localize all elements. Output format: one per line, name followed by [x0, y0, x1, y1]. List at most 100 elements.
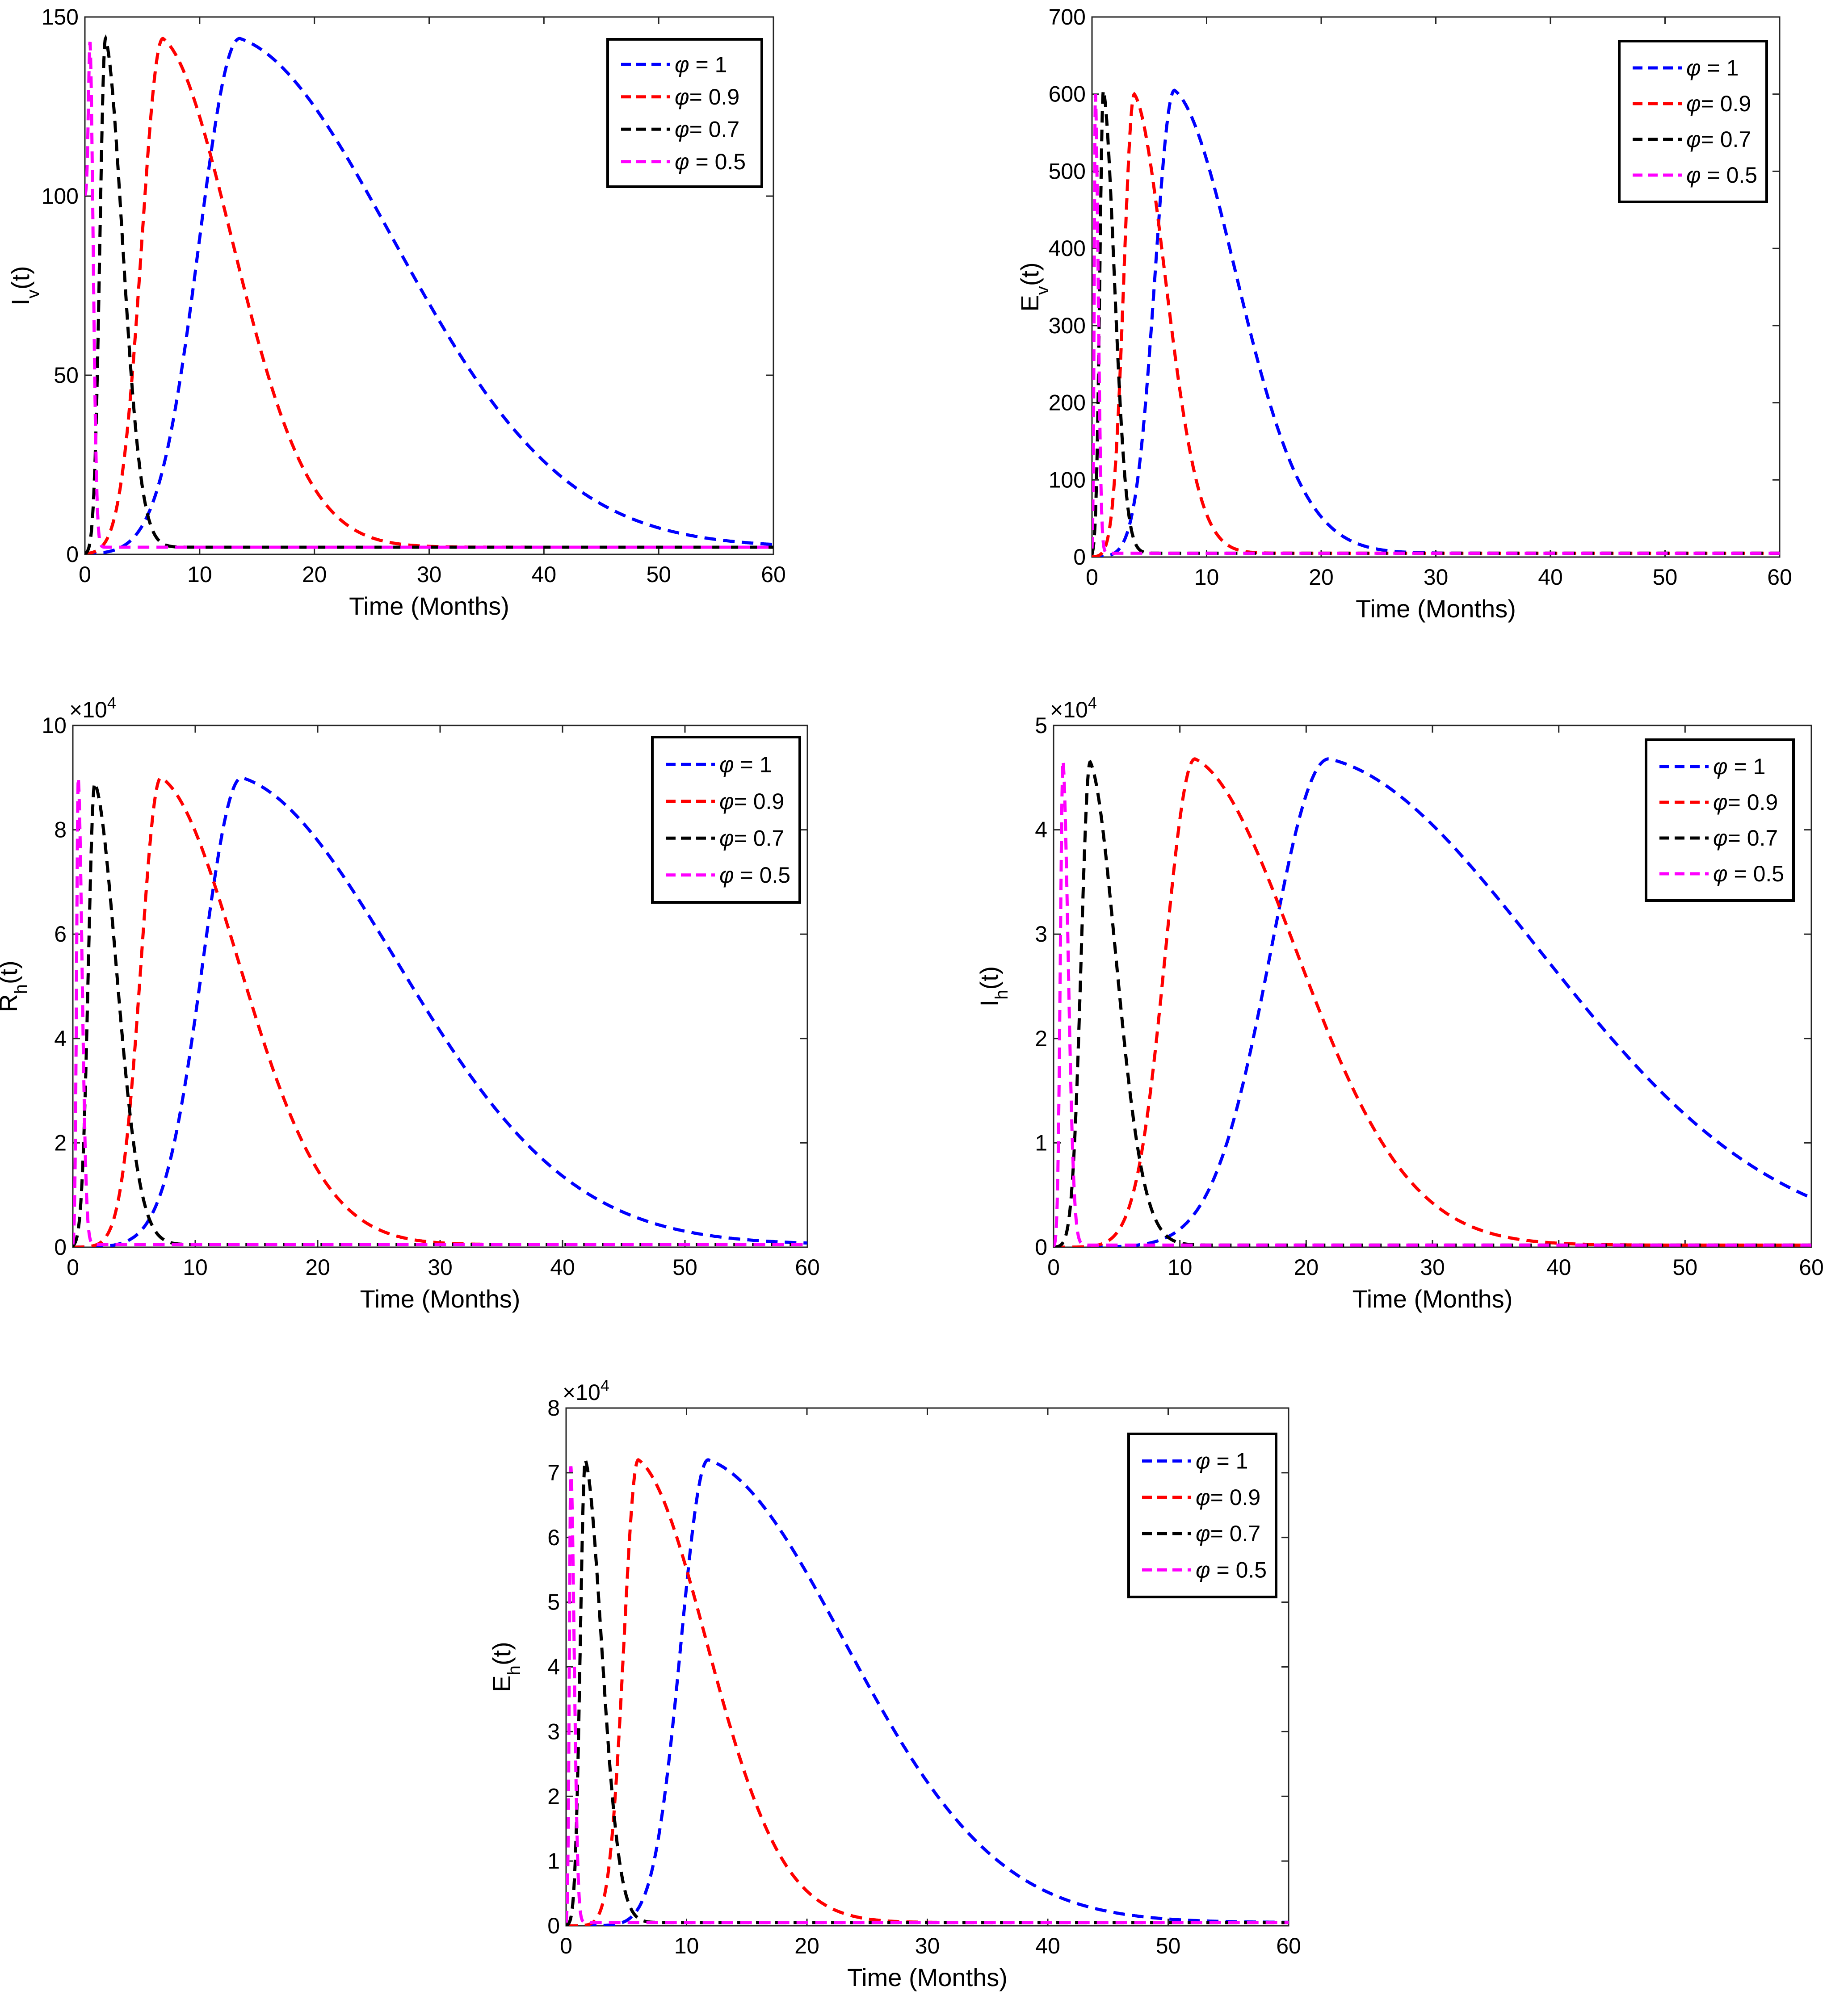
legend-label-phi-0.5: φ = 0.5	[1196, 1557, 1267, 1582]
chart-Ev: 0 10 20 30 40 50 600100200300400500600700Time …	[1016, 4, 1792, 623]
y-tick-label: 6	[547, 1525, 560, 1550]
legend: φ = 1 φ= 0.9 φ= 0.7 φ = 0.5	[651, 736, 801, 904]
x-tick-label: 10	[1168, 1255, 1193, 1280]
legend-label-phi-0.7: φ= 0.7	[719, 826, 784, 851]
x-tick-label: 0	[1086, 565, 1098, 590]
chart-Ih: 0 10 20 30 40 50 60 0 1 2 3 4 5×104 Time (Months) Ih(t…	[975, 694, 1824, 1313]
legend-box	[1618, 40, 1768, 203]
legend-label-phi-0.9: φ= 0.9	[1686, 91, 1751, 116]
y-tick-label: 600	[1049, 82, 1086, 107]
x-axis-title: Time (Months)	[847, 1963, 1008, 1991]
legend-label-phi-0.5: φ = 0.5	[1686, 163, 1757, 188]
y-tick-label: 8	[54, 817, 67, 842]
x-tick-label: 30	[428, 1255, 453, 1280]
x-tick-label: 20	[302, 562, 327, 587]
series-line-phi-0.9	[566, 1458, 1289, 1926]
y-tick-label: 6	[54, 922, 67, 947]
x-tick-label: 20	[794, 1933, 819, 1958]
legend-box	[651, 736, 801, 904]
y-tick-label: 10	[42, 713, 67, 738]
series-line-phi-0.5	[566, 1466, 1289, 1924]
x-tick-label: 50	[1673, 1255, 1698, 1280]
series-line-phi-0.7	[566, 1455, 1289, 1926]
y-tick-label: 0	[66, 542, 79, 567]
legend-label-phi-1: φ = 1	[1196, 1449, 1248, 1474]
y-axis-title: Eh(t)	[487, 1642, 524, 1692]
y-axis-title: Rh(t)	[0, 960, 31, 1012]
legend-label-phi-0.9: φ= 0.9	[675, 84, 739, 109]
series-line-phi-1	[85, 37, 773, 554]
legend-label-phi-0.7: φ= 0.7	[1713, 826, 1778, 851]
y-tick-label: 7	[547, 1460, 560, 1485]
x-tick-label: 40	[1035, 1933, 1060, 1958]
x-tick-label: 10	[187, 562, 212, 587]
x-tick-label: 40	[1546, 1255, 1571, 1280]
y-tick-label: 4	[54, 1026, 67, 1051]
x-tick-label: 30	[1424, 565, 1449, 590]
legend: φ = 1 φ= 0.9 φ= 0.7 φ = 0.5	[606, 38, 763, 188]
legend-label-phi-0.7: φ= 0.7	[675, 117, 739, 142]
y-tick-label: 1	[1035, 1130, 1047, 1155]
y-tick-label: 400	[1049, 236, 1086, 261]
y-tick-label: 3	[547, 1719, 560, 1744]
x-tick-label: 10	[1194, 565, 1219, 590]
x-tick-label: 40	[1538, 565, 1563, 590]
legend-label-phi-1: φ = 1	[1686, 55, 1739, 80]
x-tick-label: 40	[550, 1255, 575, 1280]
series-line-phi-0.5	[1054, 761, 1811, 1247]
y-tick-label: 0	[547, 1913, 560, 1938]
legend: φ = 1 φ= 0.9 φ= 0.7 φ = 0.5	[1645, 738, 1795, 902]
y-tick-label: 4	[1035, 817, 1047, 842]
chart-Iv: 0 10 20 30 40 50 60 0 50 100 150 Time (Months) Iv(t)…	[6, 4, 786, 620]
legend-label-phi-1: φ = 1	[675, 52, 727, 77]
y-tick-label: 150	[42, 4, 79, 29]
x-tick-label: 60	[1767, 565, 1792, 590]
y-tick-label: 2	[547, 1784, 560, 1809]
y-exponent-label: ×104	[69, 694, 116, 723]
x-tick-label: 20	[1309, 565, 1334, 590]
series-line-phi-1	[73, 776, 807, 1247]
x-tick-label: 10	[183, 1255, 208, 1280]
legend-label-phi-0.7: φ= 0.7	[1196, 1521, 1260, 1546]
x-axis-title: Time (Months)	[1356, 595, 1516, 623]
y-tick-label: 0	[1073, 545, 1086, 570]
y-axis-title: Ih(t)	[975, 966, 1012, 1007]
y-tick-label: 100	[42, 184, 79, 209]
x-tick-label: 40	[532, 562, 557, 587]
x-tick-label: 30	[915, 1933, 940, 1958]
y-tick-label: 100	[1049, 467, 1086, 492]
series-line-phi-0.7	[85, 34, 773, 554]
legend-label-phi-0.5: φ = 0.5	[675, 149, 746, 174]
legend-box	[606, 38, 763, 188]
x-tick-label: 60	[1799, 1255, 1824, 1280]
x-tick-label: 60	[761, 562, 786, 587]
legend-label-phi-0.9: φ= 0.9	[719, 789, 784, 814]
x-tick-label: 50	[1156, 1933, 1181, 1958]
series-line-phi-0.5	[1092, 94, 1780, 555]
x-tick-label: 60	[1276, 1933, 1301, 1958]
y-tick-label: 0	[1035, 1235, 1047, 1260]
x-tick-label: 50	[1653, 565, 1678, 590]
y-tick-label: 300	[1049, 313, 1086, 338]
x-tick-label: 60	[795, 1255, 820, 1280]
x-tick-label: 0	[67, 1255, 79, 1280]
y-axis-title: Iv(t)	[6, 266, 43, 305]
series-line-phi-1	[566, 1458, 1289, 1926]
y-axis-title: Ev(t)	[1016, 262, 1052, 311]
x-tick-label: 0	[79, 562, 91, 587]
legend-label-phi-0.9: φ= 0.9	[1196, 1485, 1260, 1510]
y-tick-label: 4	[547, 1655, 560, 1680]
x-axis-title: Time (Months)	[349, 592, 509, 620]
legend-label-phi-0.9: φ= 0.9	[1713, 790, 1778, 815]
x-axis-title: Time (Months)	[1352, 1285, 1513, 1313]
legend-label-phi-1: φ = 1	[719, 752, 772, 777]
legend: φ = 1 φ= 0.9 φ= 0.7 φ = 0.5	[1127, 1433, 1277, 1598]
series-line-phi-0.5	[73, 777, 807, 1246]
x-tick-label: 50	[646, 562, 671, 587]
x-tick-label: 20	[305, 1255, 330, 1280]
series-line-phi-1	[1054, 757, 1811, 1247]
x-tick-label: 50	[672, 1255, 697, 1280]
y-tick-label: 2	[1035, 1026, 1047, 1051]
x-tick-label: 0	[560, 1933, 572, 1958]
